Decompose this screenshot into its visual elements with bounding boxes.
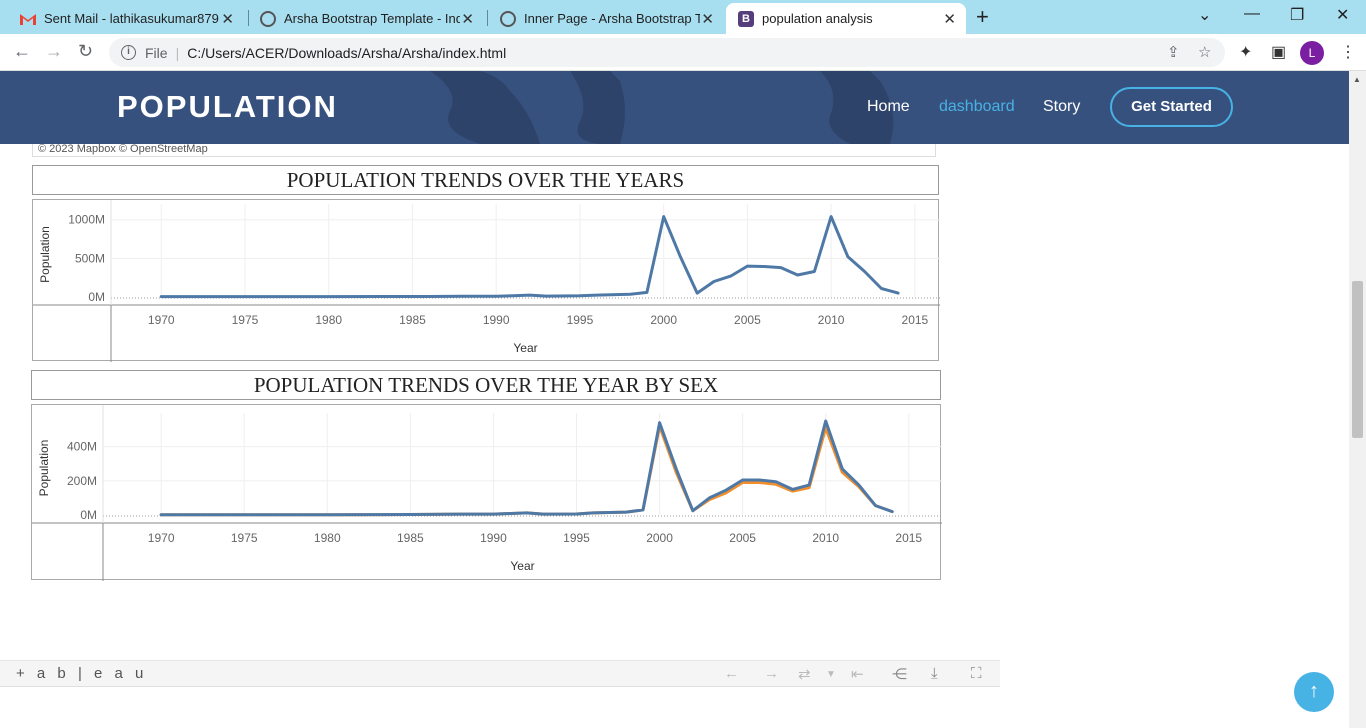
- chevron-down-icon[interactable]: ⌄: [1198, 7, 1212, 24]
- menu-icon[interactable]: ⋮: [1340, 44, 1356, 61]
- chart2-panel[interactable]: 0M 200M 400M Population 1970 1975 1980 1985 1990…: [31, 404, 942, 581]
- nav-story[interactable]: Story: [1043, 98, 1081, 115]
- close-icon[interactable]: ✕: [701, 11, 714, 28]
- omnibox[interactable]: i File | C:/Users/ACER/Downloads/Arsha/A…: [109, 38, 1225, 67]
- avatar[interactable]: L: [1300, 41, 1324, 65]
- y-axis-label: Population: [38, 226, 52, 283]
- tab-inner-page[interactable]: Inner Page - Arsha Bootstrap Tem ✕: [488, 3, 724, 34]
- x-tick-label: 1975: [231, 531, 258, 545]
- chart1-title: POPULATION TRENDS OVER THE YEARS: [32, 165, 939, 195]
- tableau-logo[interactable]: + a b | e a u: [16, 665, 148, 682]
- x-tick-label: 1985: [399, 313, 426, 327]
- x-tick-label: 2010: [818, 313, 845, 327]
- series-line-1[interactable]: [159, 419, 894, 517]
- close-icon[interactable]: ✕: [461, 11, 474, 28]
- forward-arrow-icon[interactable]: →: [45, 41, 63, 61]
- map-attribution[interactable]: © 2023 Mapbox © OpenStreetMap: [32, 144, 936, 157]
- tableau-toolbar: + a b | e a u ← → ⇄ ▼ ⇤ ⋲ ⤓ ⛶: [0, 660, 1000, 687]
- x-tick-label: 1985: [397, 531, 424, 545]
- undo-icon[interactable]: ←: [724, 665, 739, 682]
- x-tick-label: 1990: [480, 531, 507, 545]
- x-tick-label: 1980: [314, 531, 341, 545]
- address-bar-row: ← → ↻ i File | C:/Users/ACER/Downloads/A…: [0, 34, 1366, 71]
- scrollbar-thumb[interactable]: [1352, 281, 1363, 438]
- close-icon[interactable]: ✕: [221, 11, 234, 28]
- get-started-button[interactable]: Get Started: [1110, 87, 1233, 127]
- minimize-icon[interactable]: —: [1244, 5, 1260, 22]
- nav-home[interactable]: Home: [867, 98, 910, 115]
- y-tick-label: 500M: [75, 251, 105, 265]
- page-scrollbar[interactable]: ▲: [1349, 71, 1366, 728]
- url-text[interactable]: C:/Users/ACER/Downloads/Arsha/Arsha/inde…: [187, 44, 507, 61]
- tab-sent-mail[interactable]: Sent Mail - lathikasukumar879@ ✕: [8, 3, 244, 34]
- chart1-panel[interactable]: 0M 500M 1000M Population 1970 1975 1980 1985 199…: [32, 199, 940, 362]
- back-to-top-button[interactable]: ↑: [1294, 672, 1334, 712]
- redo-icon[interactable]: →: [764, 665, 779, 682]
- share-icon[interactable]: ⇪: [1167, 44, 1180, 61]
- x-tick-label: 2005: [729, 531, 756, 545]
- share-icon[interactable]: ⋲: [892, 666, 907, 683]
- x-tick-label: 2000: [646, 531, 673, 545]
- window-close-icon[interactable]: ✕: [1336, 7, 1350, 24]
- reset-icon[interactable]: ⇤: [851, 666, 864, 683]
- info-icon[interactable]: i: [121, 45, 136, 60]
- chart2-svg[interactable]: 0M 200M 400M Population 1970 1975 1980 1985 1990…: [32, 405, 942, 581]
- tab-population-analysis[interactable]: B population analysis ✕: [726, 3, 966, 34]
- chart2-title: POPULATION TRENDS OVER THE YEAR BY SEX: [31, 370, 941, 400]
- reload-icon[interactable]: ↻: [78, 41, 94, 61]
- y-tick-label: 200M: [67, 474, 97, 488]
- site-logo[interactable]: POPULATION: [117, 89, 338, 124]
- series-line-0[interactable]: [159, 215, 900, 299]
- x-tick-label: 1995: [567, 313, 594, 327]
- y-axis-label: Population: [37, 440, 51, 497]
- browser-tab-bar: Sent Mail - lathikasukumar879@ ✕ Arsha B…: [0, 0, 1366, 34]
- omnibox-divider: |: [175, 44, 180, 61]
- gmail-icon: [20, 11, 36, 27]
- world-map-background: [430, 71, 894, 144]
- x-tick-label: 1975: [232, 313, 259, 327]
- y-tick-label: 1000M: [68, 213, 105, 227]
- bootstrap-icon: B: [738, 10, 754, 27]
- chevron-down-icon[interactable]: ▼: [826, 669, 836, 680]
- x-tick-label: 1970: [148, 531, 175, 545]
- y-tick-label: 0M: [80, 508, 97, 522]
- nav-dashboard[interactable]: dashboard: [939, 98, 1015, 115]
- globe-icon: [260, 10, 276, 27]
- download-icon[interactable]: ⤓: [931, 665, 938, 682]
- tab-arsha-index[interactable]: Arsha Bootstrap Template - Index ✕: [248, 3, 484, 34]
- y-tick-label: 400M: [67, 440, 97, 454]
- new-tab-icon[interactable]: +: [976, 4, 989, 29]
- y-tick-label: 0M: [88, 290, 105, 304]
- x-tick-label: 2000: [650, 313, 677, 327]
- x-tick-label: 2010: [812, 531, 839, 545]
- chart1-svg[interactable]: 0M 500M 1000M Population 1970 1975 1980 1985 199…: [33, 200, 940, 362]
- sidepanel-icon[interactable]: ▣: [1271, 44, 1287, 61]
- series-line-0[interactable]: [159, 424, 894, 517]
- tab-divider: [248, 10, 249, 26]
- back-arrow-icon[interactable]: ←: [13, 41, 31, 61]
- x-tick-label: 1990: [483, 313, 510, 327]
- x-tick-label: 2015: [895, 531, 922, 545]
- star-icon[interactable]: ☆: [1198, 44, 1212, 61]
- extensions-icon[interactable]: ✦: [1239, 44, 1253, 61]
- x-tick-label: 1980: [315, 313, 342, 327]
- close-icon[interactable]: ✕: [943, 11, 956, 28]
- revert-icon[interactable]: ⇄: [798, 666, 811, 683]
- globe-icon: [500, 10, 516, 27]
- x-tick-label: 2005: [734, 313, 761, 327]
- x-tick-label: 2015: [902, 313, 929, 327]
- x-tick-label: 1995: [563, 531, 590, 545]
- x-axis-label: Year: [510, 559, 534, 573]
- scroll-up-icon[interactable]: ▲: [1353, 75, 1361, 84]
- tab-divider: [487, 10, 488, 26]
- page-viewport: POPULATION Home dashboard Story Get Star…: [0, 71, 1349, 728]
- x-axis-label: Year: [513, 341, 537, 355]
- fullscreen-icon[interactable]: ⛶: [971, 665, 982, 682]
- site-header: POPULATION Home dashboard Story Get Star…: [0, 71, 1349, 144]
- x-tick-label: 1970: [148, 313, 175, 327]
- restore-icon[interactable]: ❐: [1290, 7, 1305, 24]
